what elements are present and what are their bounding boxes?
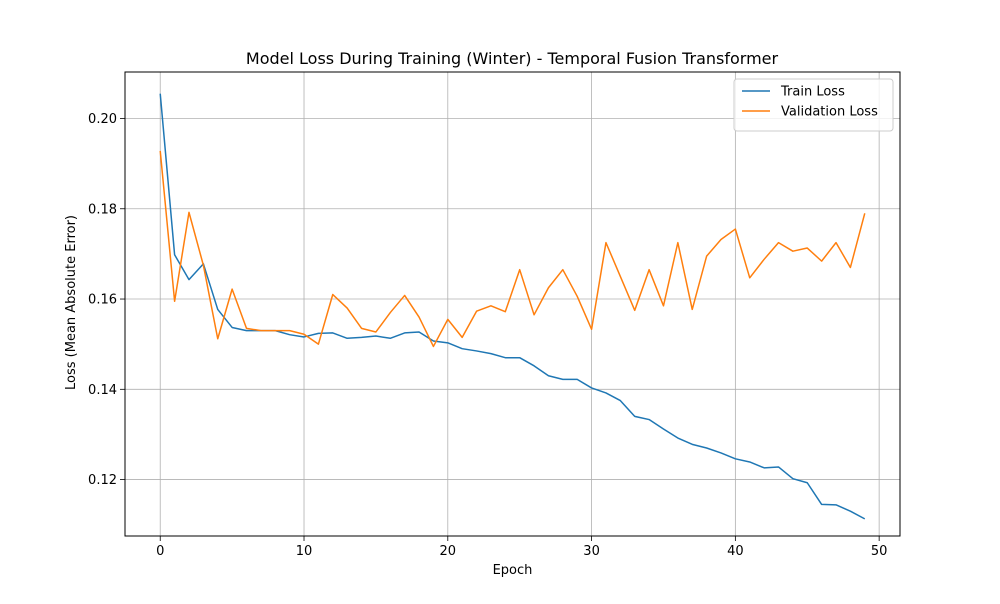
y-tick-label: 0.18 xyxy=(88,202,117,217)
legend: Train Loss Validation Loss xyxy=(733,78,894,132)
x-tick-label: 50 xyxy=(871,544,888,559)
plot-frame xyxy=(124,71,901,537)
x-tick-label: 0 xyxy=(156,544,164,559)
y-tick-label: 0.16 xyxy=(88,293,117,308)
x-tick-label: 40 xyxy=(727,544,744,559)
x-axis-label: Epoch xyxy=(493,563,533,578)
y-tick-label: 0.20 xyxy=(88,112,117,127)
y-axis-label: Loss (Mean Absolute Error) xyxy=(64,215,79,390)
series-lines xyxy=(159,93,866,520)
legend-label-validation-loss: Validation Loss xyxy=(781,105,878,120)
x-tick-label: 10 xyxy=(296,544,313,559)
legend-label-train-loss: Train Loss xyxy=(780,85,845,100)
chart-title: Model Loss During Training (Winter) - Te… xyxy=(246,49,779,68)
legend-box xyxy=(733,78,894,132)
y-tick-label: 0.12 xyxy=(88,473,117,488)
x-tick-label: 30 xyxy=(583,544,600,559)
validation-loss-line xyxy=(159,150,866,348)
y-tick-label: 0.14 xyxy=(88,383,117,398)
x-tick-label: 20 xyxy=(440,544,457,559)
axis-ticks: 0 10 20 30 40 50 0.12 0.14 0.16 0.18 0.20 xyxy=(88,112,887,559)
